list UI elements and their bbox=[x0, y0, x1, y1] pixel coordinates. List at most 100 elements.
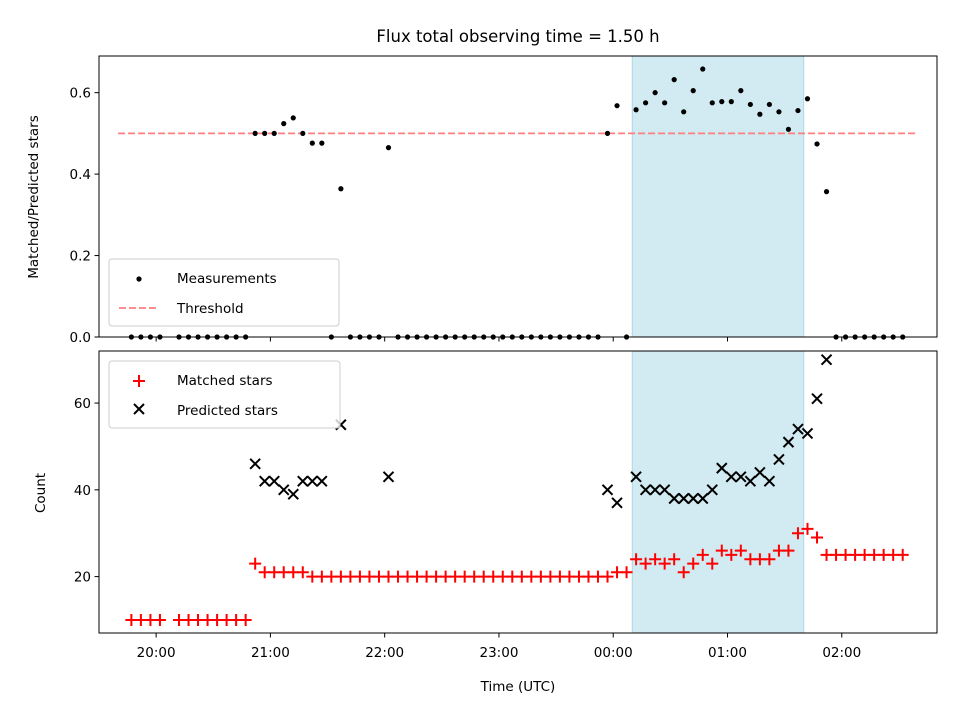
x-axis-label: Time (UTC) bbox=[480, 679, 556, 695]
measurement-point bbox=[823, 189, 830, 195]
measurement-point bbox=[804, 96, 811, 102]
matched-stars-point bbox=[239, 613, 252, 626]
chart-title: Flux total observing time = 1.50 h bbox=[376, 27, 659, 46]
predicted-stars-point bbox=[735, 471, 747, 483]
observing-window-shade bbox=[631, 350, 805, 634]
top-panel: 0.0 0.2 0.4 0.6 Measurements Threshold Matc… bbox=[26, 55, 938, 346]
measurement-point bbox=[728, 99, 734, 105]
matched-stars-point bbox=[791, 527, 804, 540]
matched-stars-point bbox=[249, 557, 262, 570]
predicted-stars-point bbox=[611, 497, 623, 509]
legend-predicted-marker bbox=[133, 403, 145, 415]
measurement-point bbox=[681, 109, 687, 115]
predicted-stars-point bbox=[630, 471, 642, 483]
y-tick-label: 0.4 bbox=[70, 167, 91, 183]
matched-stars-point bbox=[296, 566, 309, 579]
x-tick-label: 20:00 bbox=[137, 645, 176, 661]
predicted-stars-point bbox=[258, 475, 271, 487]
y-tick-label: 0.0 bbox=[70, 330, 91, 346]
predicted-stars-point bbox=[763, 475, 776, 487]
bottom-panel: 20 40 60 20:00 21:00 22:00 23:00 00:00 01:00 02:0… bbox=[33, 350, 938, 695]
predicted-stars-point bbox=[677, 492, 690, 505]
measurement-point bbox=[319, 140, 325, 146]
legend-predicted-label: Predicted stars bbox=[177, 403, 278, 419]
matched-stars-point bbox=[668, 553, 681, 566]
matched-stars-point bbox=[696, 548, 709, 561]
axes-frame bbox=[98, 55, 938, 338]
predicted-stars-point bbox=[268, 475, 280, 487]
x-tick-label: 21:00 bbox=[251, 645, 290, 661]
measurement-point bbox=[671, 77, 677, 83]
predicted-stars-point bbox=[716, 462, 728, 474]
x-tick-label: 02:00 bbox=[822, 645, 861, 661]
measurement-point bbox=[633, 107, 639, 113]
measurement-point bbox=[814, 141, 820, 147]
predicted-stars-point bbox=[687, 492, 699, 505]
bottom-legend-frame bbox=[108, 360, 341, 429]
predicted-stars-point bbox=[706, 484, 718, 496]
bottom-legend: Matched stars Predicted stars bbox=[108, 360, 341, 429]
y-tick-label: 0.2 bbox=[70, 249, 91, 265]
predicted-stars-point bbox=[649, 484, 661, 496]
measurement-point bbox=[252, 130, 258, 136]
legend-measurements-label: Measurements bbox=[177, 271, 277, 287]
predicted-stars-point bbox=[658, 484, 671, 496]
x-tick-label: 23:00 bbox=[480, 645, 519, 661]
legend-matched-marker bbox=[133, 375, 145, 387]
predicted-stars-point bbox=[811, 393, 823, 405]
measurement-point bbox=[719, 99, 725, 105]
top-y-axis-label: Matched/Predicted stars bbox=[26, 115, 42, 278]
matched-stars-point bbox=[658, 557, 671, 570]
measurement-point bbox=[262, 130, 268, 136]
measurement-point bbox=[385, 145, 392, 151]
measurement-point bbox=[300, 130, 306, 136]
predicted-stars-point bbox=[316, 475, 328, 487]
predicted-stars-point bbox=[773, 453, 785, 466]
x-tick-label: 01:00 bbox=[708, 645, 747, 661]
predicted-stars-point bbox=[382, 471, 395, 483]
matched-stars-point bbox=[763, 553, 776, 566]
predicted-stars-point bbox=[297, 475, 309, 487]
predicted-stars-point bbox=[725, 471, 738, 483]
measurement-point bbox=[338, 186, 344, 192]
measurement-point bbox=[747, 101, 753, 108]
measurement-point bbox=[738, 88, 744, 94]
matched-stars-point bbox=[725, 548, 738, 561]
measurement-point bbox=[785, 126, 792, 132]
measurement-point bbox=[290, 115, 296, 121]
matched-stars-point bbox=[782, 544, 795, 557]
matched-stars-point bbox=[601, 570, 614, 583]
legend-threshold-label: Threshold bbox=[176, 301, 244, 317]
measurement-point bbox=[709, 100, 715, 106]
matched-stars-point bbox=[649, 553, 662, 566]
matched-stars-point bbox=[620, 566, 633, 579]
matched-stars-point bbox=[687, 557, 700, 570]
measurement-point bbox=[757, 111, 763, 117]
predicted-stars-point bbox=[782, 436, 795, 448]
matched-stars-point bbox=[677, 566, 690, 579]
measurement-point bbox=[776, 109, 782, 115]
top-legend-frame bbox=[108, 258, 340, 327]
predicted-stars-point bbox=[668, 492, 680, 505]
predicted-stars-point bbox=[306, 475, 319, 487]
predicted-stars-point bbox=[639, 484, 652, 496]
predicted-stars-point bbox=[820, 353, 833, 366]
measurement-point bbox=[662, 100, 668, 106]
predicted-stars-point bbox=[801, 427, 814, 440]
predicted-stars-point bbox=[601, 484, 614, 496]
y-tick-label: 0.6 bbox=[70, 86, 91, 102]
predicted-stars-point bbox=[278, 484, 290, 496]
matched-stars-point bbox=[153, 613, 166, 626]
matched-stars-point bbox=[801, 522, 814, 535]
measurement-point bbox=[604, 130, 611, 136]
measurement-point bbox=[614, 103, 620, 109]
predicted-stars-point bbox=[697, 492, 709, 505]
matched-stars-point bbox=[811, 531, 824, 544]
measurement-point bbox=[700, 66, 706, 72]
measurement-point bbox=[690, 88, 696, 94]
measurement-point bbox=[766, 101, 773, 108]
matched-stars-point bbox=[706, 557, 719, 570]
top-legend: Measurements Threshold bbox=[108, 258, 340, 327]
measurement-point bbox=[281, 121, 287, 127]
